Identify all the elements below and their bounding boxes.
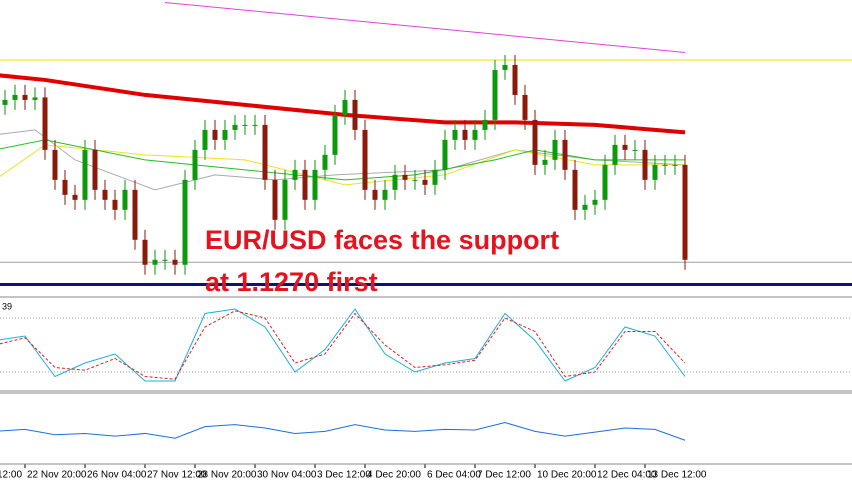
candle-body bbox=[642, 149, 648, 180]
candle-body bbox=[252, 124, 258, 126]
candle-body bbox=[112, 199, 118, 210]
candle-body bbox=[652, 164, 658, 180]
candle-body bbox=[42, 97, 48, 150]
candle-body bbox=[602, 164, 608, 200]
x-tick-label: 12 Dec 04:00 bbox=[597, 470, 657, 481]
candle-body bbox=[562, 139, 568, 170]
candle-body bbox=[272, 179, 278, 220]
candle-body bbox=[162, 259, 168, 261]
candle-body bbox=[362, 129, 368, 190]
candle-body bbox=[172, 259, 178, 265]
candle-body bbox=[322, 154, 328, 170]
candle-body bbox=[372, 189, 378, 200]
candle-body bbox=[262, 124, 268, 180]
candle-body bbox=[572, 169, 578, 210]
candle-body bbox=[302, 169, 308, 200]
candle-body bbox=[132, 189, 138, 240]
candle-body bbox=[312, 169, 318, 200]
annotation: at 1.1270 first bbox=[205, 267, 378, 297]
x-tick-label: 30 Nov 04:00 bbox=[257, 470, 317, 481]
candle-body bbox=[122, 189, 128, 210]
x-tick-label: 10 Dec 20:00 bbox=[537, 470, 597, 481]
x-tick-label: 28 Nov 20:00 bbox=[197, 470, 257, 481]
candle-body bbox=[662, 164, 668, 166]
candle-body bbox=[52, 149, 58, 180]
candle-body bbox=[472, 129, 478, 140]
candle-body bbox=[412, 179, 418, 181]
candle-body bbox=[432, 169, 438, 185]
candle-body bbox=[462, 129, 468, 140]
candle-body bbox=[102, 189, 108, 200]
candle-body bbox=[212, 129, 218, 140]
moving-average bbox=[164, 2, 686, 53]
candle-body bbox=[2, 99, 8, 105]
x-tick-label: 22 Nov 20:00 bbox=[27, 470, 87, 481]
candle-body bbox=[392, 174, 398, 190]
candle-body bbox=[202, 129, 208, 150]
candle-body bbox=[332, 114, 338, 155]
x-tick-label: 13 Dec 12:00 bbox=[647, 470, 707, 481]
x-tick-label: 12:00 bbox=[0, 470, 22, 481]
candle-body bbox=[582, 204, 588, 210]
candle-body bbox=[292, 169, 298, 180]
candle-body bbox=[452, 129, 458, 140]
candle-body bbox=[242, 124, 248, 126]
candle-body bbox=[622, 144, 628, 150]
candle-body bbox=[592, 199, 598, 205]
candle-body bbox=[522, 94, 528, 120]
candle-body bbox=[672, 164, 678, 166]
candle-body bbox=[152, 259, 158, 265]
candle-body bbox=[352, 99, 358, 130]
x-tick-label: 27 Nov 12:00 bbox=[147, 470, 207, 481]
candle-body bbox=[282, 179, 288, 220]
x-tick-label: 4 Dec 20:00 bbox=[367, 470, 421, 481]
candle-body bbox=[502, 64, 508, 70]
indicator-line bbox=[0, 422, 686, 441]
candle-body bbox=[612, 144, 618, 165]
moving-average bbox=[0, 144, 685, 186]
stochastic-k bbox=[0, 308, 686, 382]
candle-body bbox=[632, 149, 638, 151]
candle-body bbox=[192, 149, 198, 180]
x-tick-label: 3 Dec 12:00 bbox=[317, 470, 371, 481]
candle-body bbox=[342, 99, 348, 115]
candle-body bbox=[22, 94, 28, 100]
candle-body bbox=[542, 159, 548, 165]
x-tick-label: 7 Dec 12:00 bbox=[477, 470, 531, 481]
candle-body bbox=[382, 189, 388, 200]
candle-body bbox=[72, 194, 78, 200]
indicator-label: 39 bbox=[2, 301, 12, 311]
candle-body bbox=[142, 239, 148, 265]
candle-body bbox=[682, 164, 688, 260]
candle-body bbox=[402, 174, 408, 180]
stochastic-d bbox=[0, 310, 686, 380]
candle-body bbox=[12, 94, 18, 100]
candle-body bbox=[422, 179, 428, 185]
candle-body bbox=[92, 149, 98, 190]
annotation: EUR/USD faces the support bbox=[205, 225, 559, 255]
candle-body bbox=[82, 149, 88, 200]
candle-body bbox=[222, 129, 228, 140]
candle-body bbox=[552, 139, 558, 160]
candle-body bbox=[512, 64, 518, 95]
candle-body bbox=[442, 139, 448, 170]
candle-body bbox=[482, 119, 488, 130]
candle-body bbox=[232, 124, 238, 130]
x-tick-label: 26 Nov 04:00 bbox=[87, 470, 147, 481]
candle-body bbox=[492, 69, 498, 120]
candle-body bbox=[182, 179, 188, 265]
candle-body bbox=[32, 97, 38, 100]
candle-body bbox=[532, 119, 538, 165]
candle-body bbox=[62, 179, 68, 195]
x-tick-label: 6 Dec 04:00 bbox=[427, 470, 481, 481]
